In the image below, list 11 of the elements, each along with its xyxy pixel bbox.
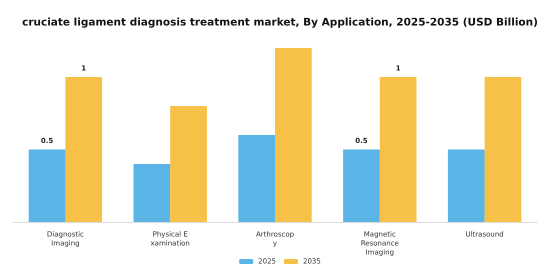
bar xyxy=(275,48,312,222)
chart-title: cruciate ligament diagnosis treatment market, By Application, 2025-2035 (USD Billion) xyxy=(22,16,538,28)
bar xyxy=(343,150,380,222)
bar xyxy=(170,106,207,222)
bar xyxy=(65,77,102,222)
bar xyxy=(448,150,485,222)
bar xyxy=(28,150,66,222)
bar xyxy=(238,135,275,222)
bar xyxy=(380,77,416,222)
bar xyxy=(484,77,522,222)
bar xyxy=(134,164,170,222)
